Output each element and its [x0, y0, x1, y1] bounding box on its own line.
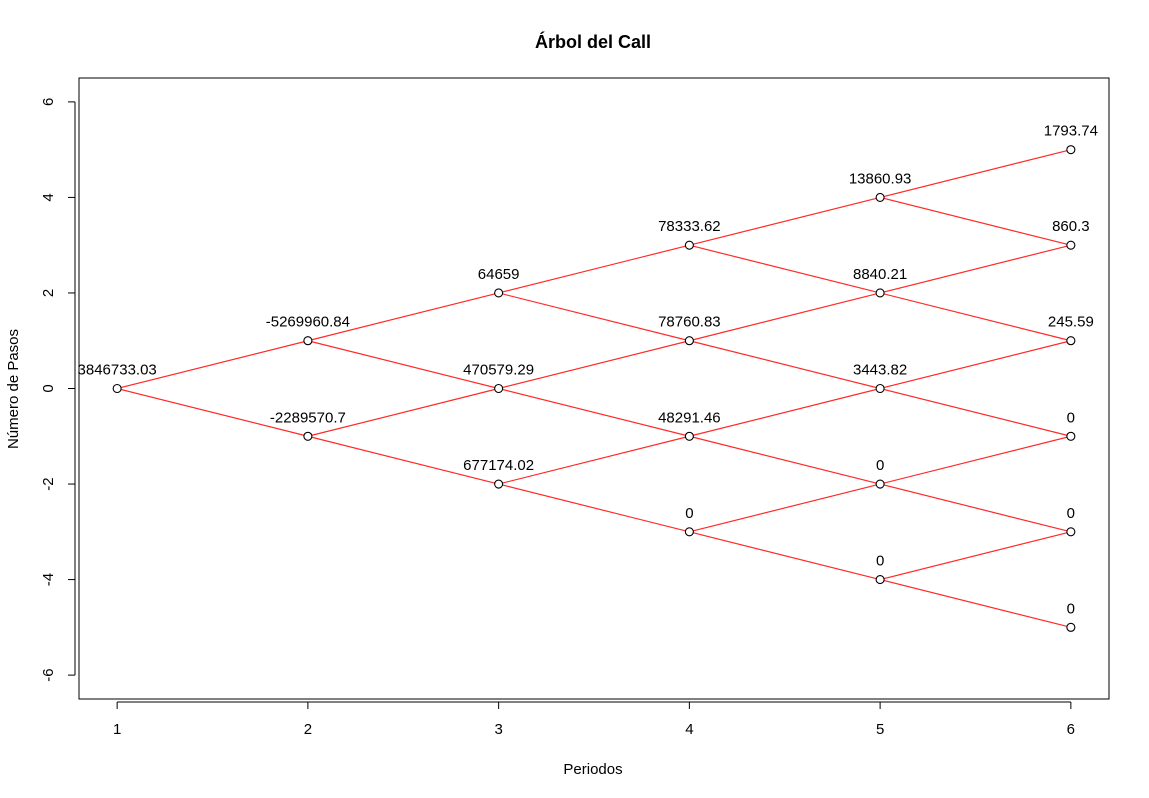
tree-edge	[689, 244, 881, 294]
tree-edge	[689, 196, 881, 246]
tree-edge	[689, 292, 881, 342]
x-tick-label: 1	[113, 721, 121, 738]
node-value-label: 64659	[478, 266, 520, 283]
x-tick-label: 4	[685, 721, 693, 738]
tree-edge	[879, 578, 1071, 628]
node-value-label: 0	[1067, 600, 1075, 617]
tree-node	[112, 383, 122, 394]
tree-edge	[879, 292, 1071, 342]
y-tick-label: -2	[40, 477, 57, 490]
tree-edge	[879, 435, 1071, 485]
y-axis-label: Número de Pasos	[5, 329, 22, 449]
tree-node	[684, 431, 694, 441]
chart-title: Árbol del Call	[535, 31, 651, 52]
node-value-label: 13860.93	[849, 170, 912, 187]
tree-edge	[879, 244, 1071, 294]
node-value-label: 0	[876, 457, 884, 474]
node-value-label: 0	[685, 505, 693, 522]
tree-edge	[498, 292, 690, 342]
tree-edge	[689, 435, 881, 485]
y-tick-label: 6	[40, 98, 57, 106]
tree-edge	[307, 435, 499, 485]
y-tick-label: 0	[40, 384, 57, 392]
tree-node	[875, 575, 885, 585]
tree-edge	[307, 340, 499, 390]
tree-edge	[498, 244, 690, 294]
y-tick-label: 4	[40, 193, 57, 201]
tree-edge	[307, 387, 499, 437]
tree-edge	[498, 387, 690, 437]
tree-nodes	[112, 145, 1076, 632]
node-value-label: 677174.02	[463, 457, 534, 474]
node-value-label: 470579.29	[463, 362, 534, 379]
node-value-label: 78333.62	[658, 218, 721, 235]
node-value-label: 0	[1067, 409, 1075, 426]
tree-edge	[498, 483, 690, 533]
y-tick-label: -4	[40, 573, 57, 586]
tree-node	[1066, 527, 1076, 537]
tree-node	[303, 431, 313, 441]
tree-node	[684, 336, 694, 346]
tree-edge	[689, 387, 881, 437]
tree-edge	[879, 340, 1071, 390]
node-value-label: 245.59	[1048, 314, 1094, 331]
x-tick-label: 3	[494, 721, 502, 738]
x-tick-label: 5	[876, 721, 884, 738]
plot-frame	[78, 77, 1110, 700]
node-value-label: 3443.82	[853, 362, 907, 379]
tree-edge	[498, 435, 690, 485]
node-value-label: 8840.21	[853, 266, 907, 283]
tree-node	[494, 383, 504, 394]
tree-edge	[879, 483, 1071, 533]
x-axis-label: Periodos	[563, 761, 622, 778]
node-labels: 3846733.03 -5269960.84 -2289570.7 64659 4705…	[78, 123, 1098, 618]
tree-edge	[307, 292, 499, 342]
tree-edge	[879, 149, 1071, 199]
node-value-label: -2289570.7	[270, 409, 346, 426]
tree-edge	[879, 531, 1071, 581]
node-value-label: 3846733.03	[78, 362, 157, 379]
tree-node	[1066, 145, 1076, 155]
tree-edge	[117, 340, 309, 390]
tree-edges	[117, 149, 1071, 628]
node-value-label: 0	[1067, 505, 1075, 522]
tree-node	[684, 240, 694, 250]
node-value-label: 1793.74	[1044, 123, 1098, 140]
tree-node	[303, 336, 313, 346]
tree-node	[875, 192, 885, 202]
tree-edge	[689, 340, 881, 390]
y-tick-label: 2	[40, 289, 57, 297]
y-tick-label: -6	[40, 668, 57, 681]
node-value-label: 78760.83	[658, 314, 721, 331]
tree-node	[684, 527, 694, 537]
tree-edge	[689, 531, 881, 581]
tree-node	[1066, 240, 1076, 250]
y-axis: -6 -4 -2 0 2 4 6	[40, 98, 76, 682]
tree-node	[1066, 336, 1076, 346]
tree-node	[875, 383, 885, 394]
tree-node	[875, 479, 885, 489]
tree-node	[494, 288, 504, 298]
tree-node	[1066, 431, 1076, 441]
tree-edge	[117, 387, 309, 437]
x-tick-label: 2	[304, 721, 312, 738]
x-axis: 1 2 3 4 5 6	[113, 701, 1075, 738]
tree-edge	[498, 340, 690, 390]
tree-edge	[879, 387, 1071, 437]
tree-node	[494, 479, 504, 489]
node-value-label: 860.3	[1052, 218, 1090, 235]
node-value-label: 0	[876, 553, 884, 570]
tree-edge	[689, 483, 881, 533]
node-value-label: -5269960.84	[266, 314, 350, 331]
tree-edge	[879, 196, 1071, 246]
node-value-label: 48291.46	[658, 409, 721, 426]
tree-node	[1066, 622, 1076, 632]
tree-node	[875, 288, 885, 298]
x-tick-label: 6	[1067, 721, 1075, 738]
